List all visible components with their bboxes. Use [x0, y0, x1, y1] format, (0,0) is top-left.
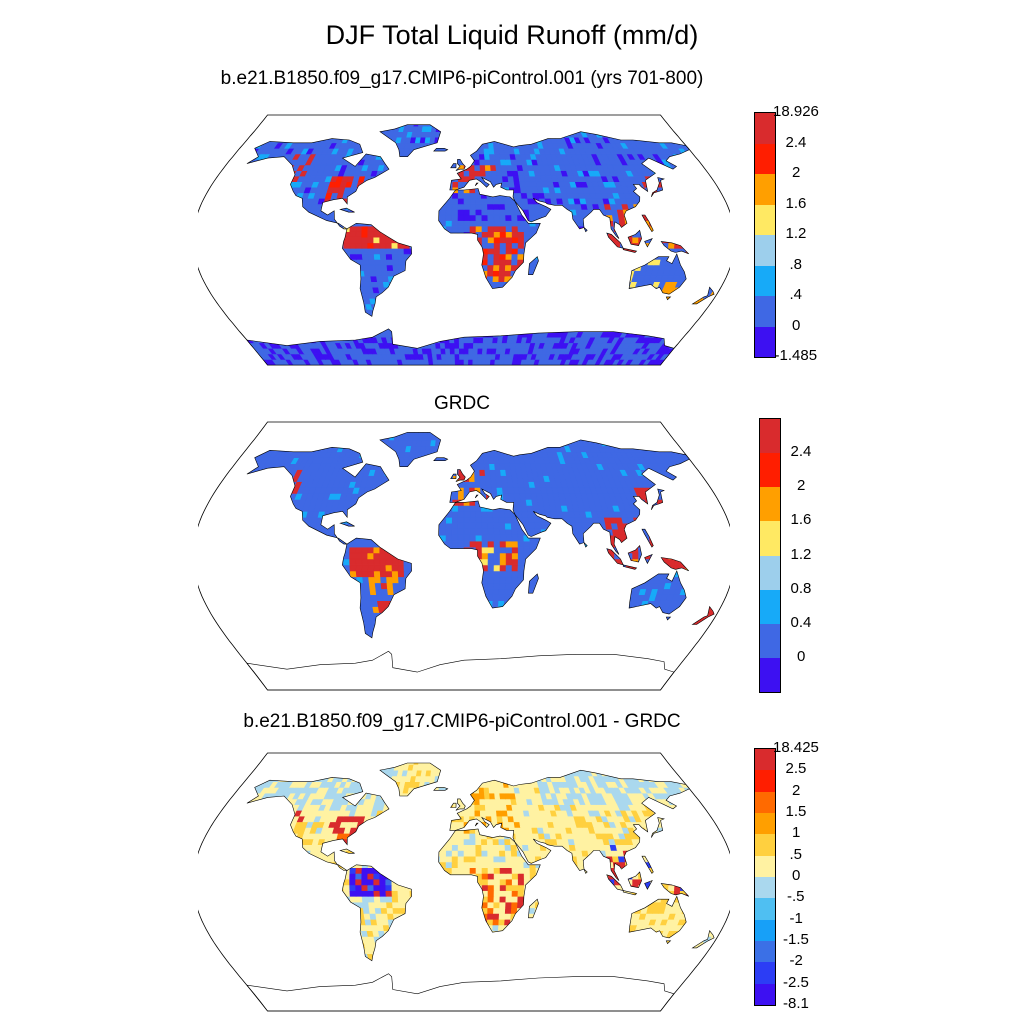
colorbar-box [755, 326, 775, 357]
colorbar-box [755, 962, 775, 984]
colorbar-label: 1.6 [790, 511, 812, 529]
colorbar-box [755, 265, 775, 296]
colorbar-label: -.5 [787, 888, 805, 906]
colorbar-box [755, 813, 775, 835]
colorbar-box [760, 419, 780, 454]
colorbar-label: 1.6 [785, 194, 807, 212]
colorbar-label: .8 [789, 255, 803, 273]
map-3-svg [198, 752, 730, 1012]
colorbar-box [760, 623, 780, 658]
colorbar-label: 1.2 [790, 545, 812, 563]
colorbar-label: 0 [792, 316, 801, 334]
colorbar-label: 2.4 [785, 133, 807, 151]
colorbar-1 [754, 112, 776, 358]
colorbar-2 [759, 418, 781, 693]
colorbar-label: -1.485 [774, 347, 818, 364]
colorbar-label: 2 [792, 781, 801, 799]
coastlines [246, 124, 715, 366]
colorbar-3 [754, 748, 776, 1006]
panel-3-title: b.e21.B1850.f09_g17.CMIP6-piControl.001 … [243, 711, 681, 732]
colorbar-label: -1 [789, 909, 803, 927]
colorbar-label: 2.4 [790, 443, 812, 461]
map-panel-3 [198, 751, 730, 1012]
colorbar-box [755, 235, 775, 266]
colorbar-box [755, 919, 775, 941]
colorbar-box [755, 749, 775, 771]
colorbar-label: 0 [797, 647, 806, 665]
colorbar-label: 18.926 [773, 103, 819, 120]
colorbar-label: -1.5 [783, 931, 809, 948]
colorbar-box [755, 174, 775, 205]
colorbar-box [755, 791, 775, 813]
colorbar-label: -2 [789, 952, 803, 970]
colorbar-box [755, 834, 775, 856]
colorbar-box [755, 983, 775, 1005]
colorbar-label: 1 [792, 824, 801, 842]
colorbar-box [755, 941, 775, 963]
panel-2-title: GRDC [434, 393, 490, 414]
coastlines [246, 762, 715, 1012]
colorbar-label: -8.1 [783, 995, 809, 1012]
colorbar-box [755, 296, 775, 327]
colorbar-box [755, 877, 775, 899]
colorbar-label: 2.5 [785, 760, 807, 778]
colorbar-label: 0.4 [790, 613, 812, 631]
colorbar-label: 1.5 [785, 803, 807, 820]
colorbar-box [760, 589, 780, 624]
colorbar-label: 18.425 [773, 739, 819, 756]
colorbar-label: 0 [792, 867, 801, 884]
map-panel-1 [198, 113, 730, 367]
colorbar-label: .4 [789, 286, 803, 303]
colorbar-box [755, 204, 775, 235]
page-title: DJF Total Liquid Runoff (mm/d) [325, 20, 699, 50]
colorbar-box [755, 855, 775, 877]
colorbar-label: 2 [797, 477, 806, 495]
colorbar-box [760, 657, 780, 692]
map-panel-2 [198, 420, 730, 691]
panel-1-title: b.e21.B1850.f09_g17.CMIP6-piControl.001 … [220, 68, 704, 89]
colorbar-label: 1.2 [785, 225, 807, 242]
colorbar-box [755, 113, 775, 144]
colorbar-box [755, 898, 775, 920]
colorbar-label: 2 [792, 164, 801, 181]
colorbar-label: -2.5 [783, 973, 809, 991]
colorbar-box [760, 453, 780, 488]
colorbar-label: 0.8 [790, 579, 812, 597]
colorbar-label: .5 [789, 845, 803, 863]
colorbar-box [760, 521, 780, 556]
coastlines [246, 432, 715, 691]
colorbar-box [755, 770, 775, 792]
colorbar-box [760, 487, 780, 522]
colorbar-box [755, 143, 775, 174]
map-2-svg [198, 421, 730, 691]
map-1-svg [198, 114, 730, 366]
colorbar-box [760, 555, 780, 590]
